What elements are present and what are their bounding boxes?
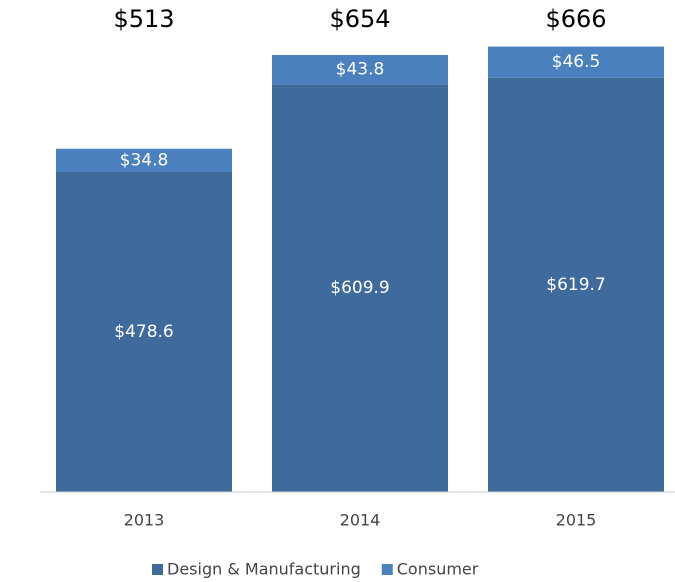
legend-swatch: [381, 564, 393, 575]
bar-segment: [56, 148, 232, 173]
segment-label: $478.6: [114, 322, 173, 342]
legend-label: Consumer: [397, 560, 479, 579]
total-label: $513: [113, 5, 174, 33]
x-tick-label: 2014: [340, 511, 381, 530]
bar-segment: [488, 77, 664, 493]
bar-segment: [488, 46, 664, 78]
segment-label: $43.8: [336, 60, 385, 80]
legend-label: Design & Manufacturing: [167, 560, 361, 579]
segment-label: $34.8: [120, 150, 169, 170]
bar-segment: [272, 54, 448, 85]
segment-label: $609.9: [330, 278, 389, 298]
total-label: $666: [545, 5, 606, 33]
x-tick-label: 2015: [556, 511, 597, 530]
bar-segment: [56, 172, 232, 492]
segment-label: $46.5: [552, 52, 601, 72]
segment-label: $619.7: [546, 275, 605, 295]
total-label: $654: [329, 5, 390, 33]
legend-swatch: [152, 564, 163, 575]
bar-segment: [272, 84, 448, 493]
x-tick-label: 2013: [124, 511, 165, 530]
